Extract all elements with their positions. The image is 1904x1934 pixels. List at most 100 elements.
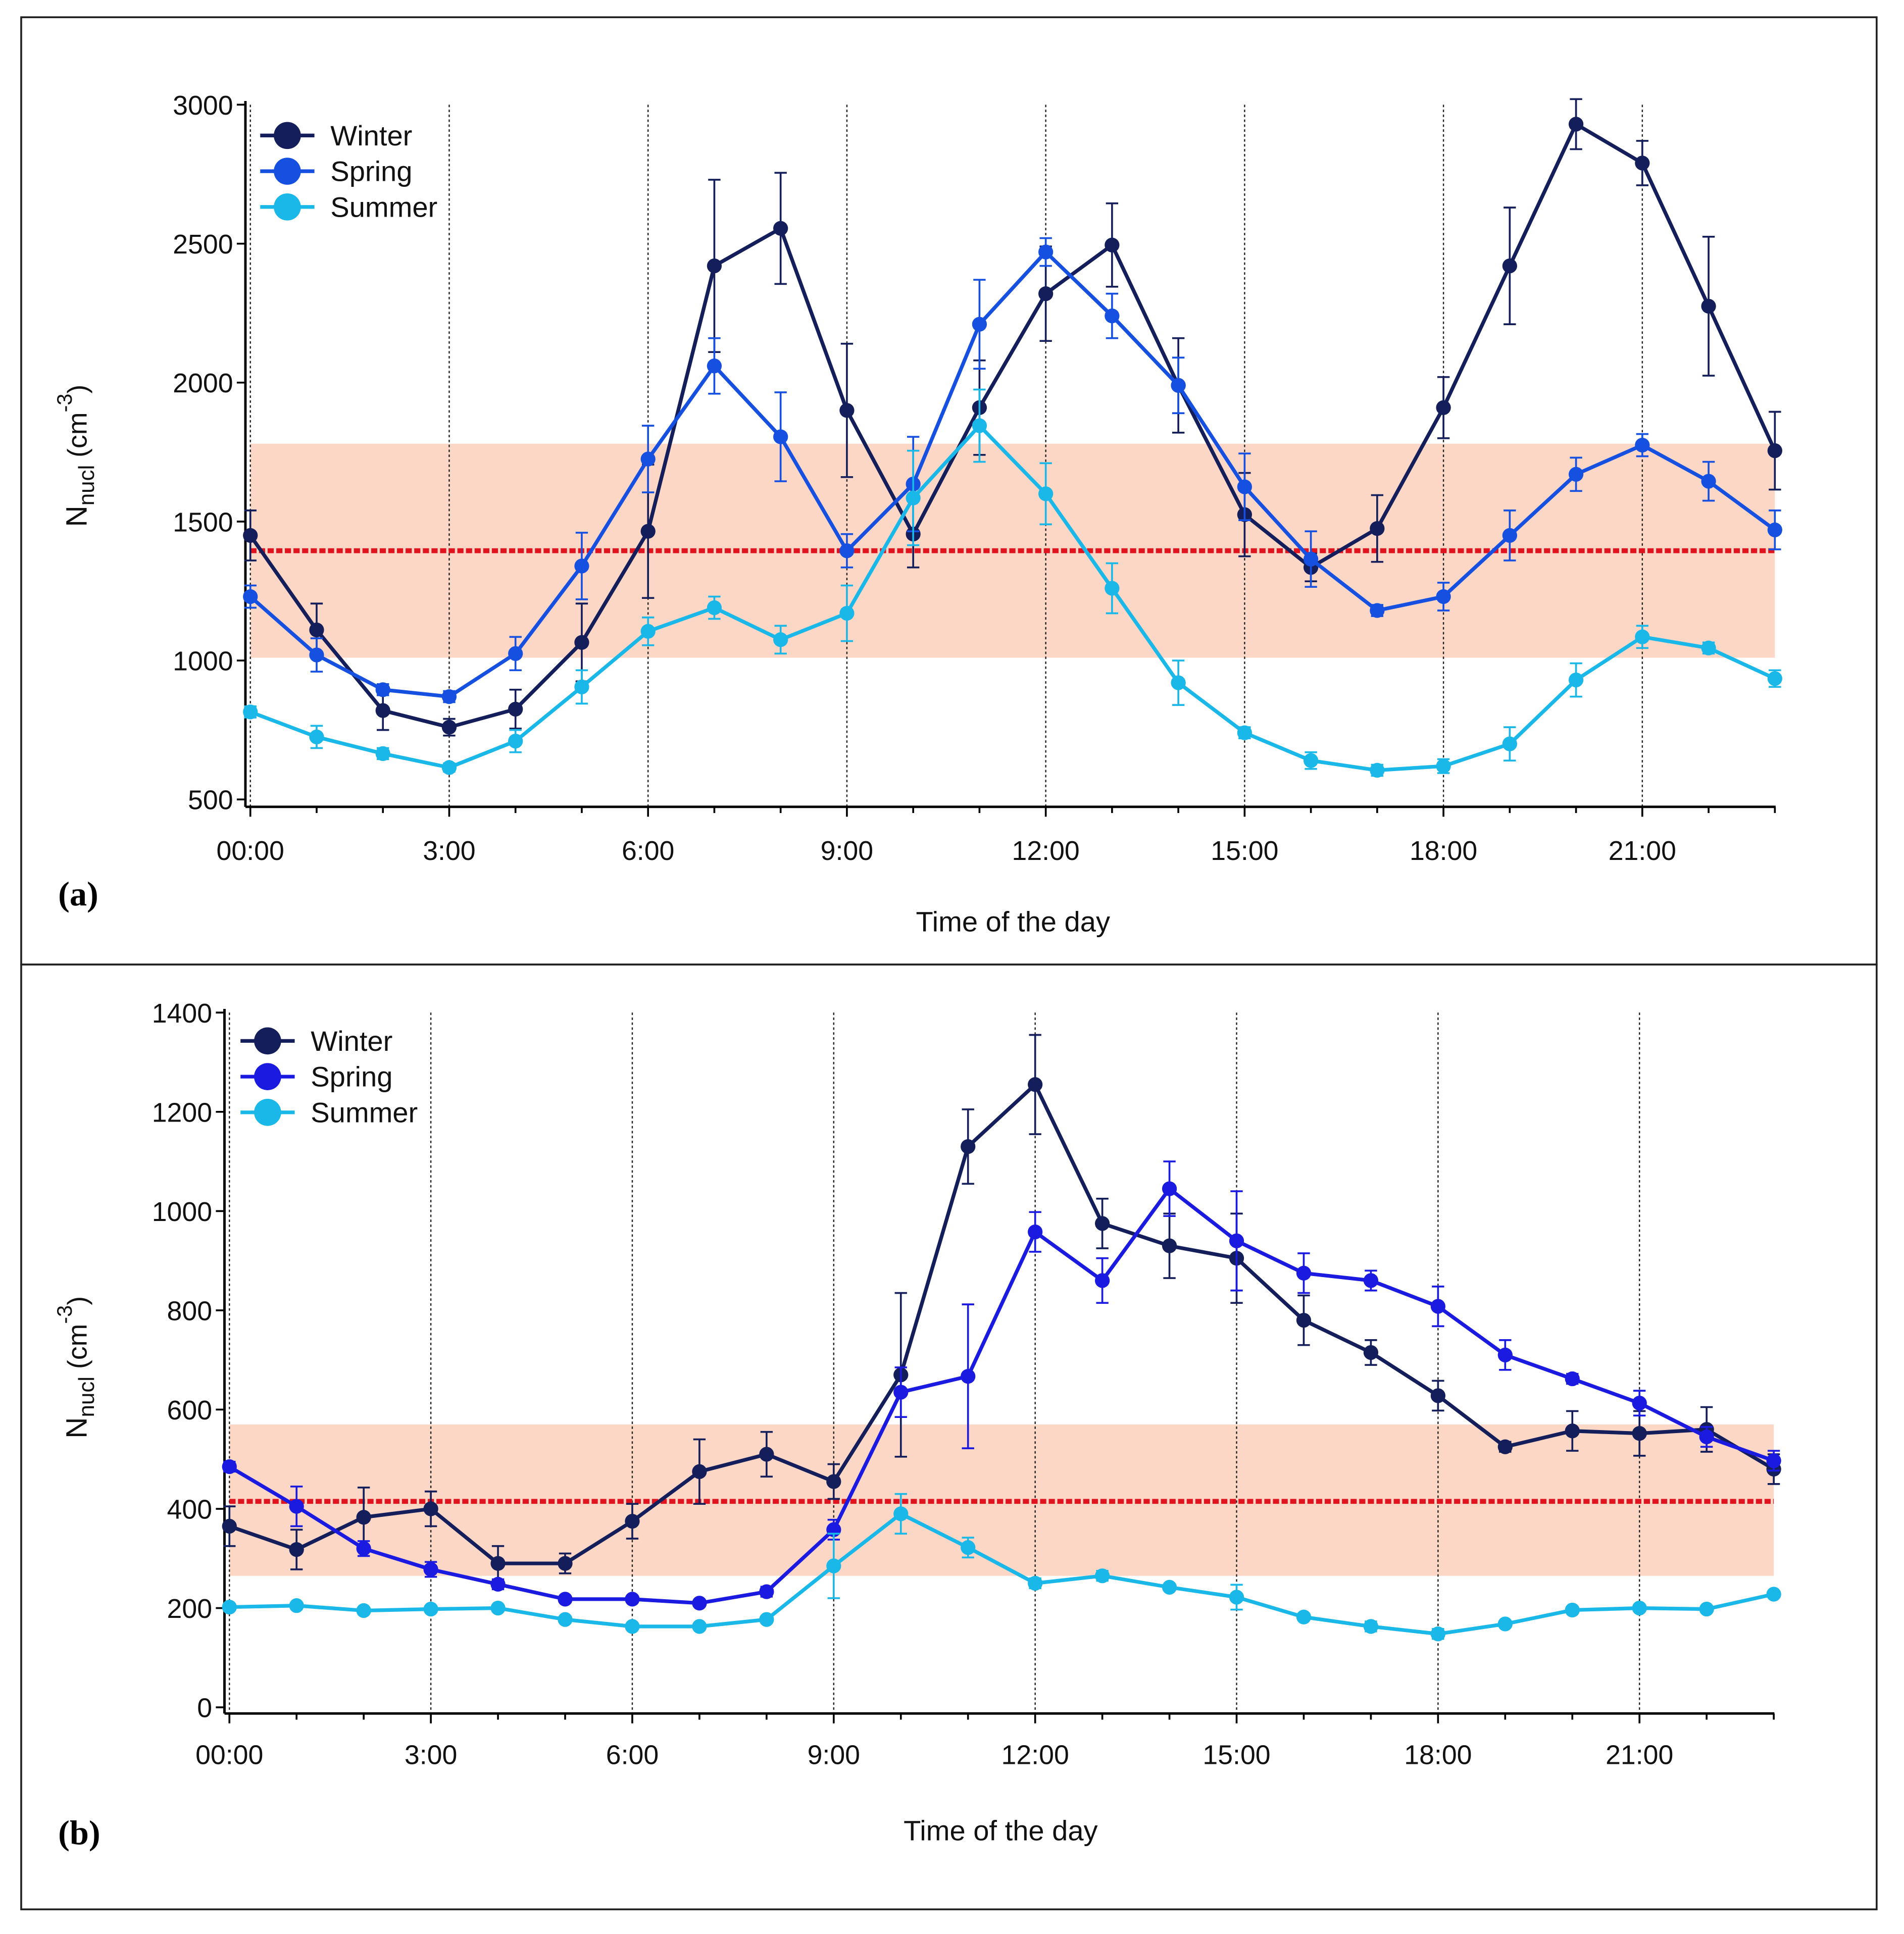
data-point	[1105, 237, 1120, 252]
y-axis-title: Nnucl (cm-3)	[53, 1296, 99, 1439]
legend-label: Summer	[311, 1096, 418, 1128]
x-axis-title: Time of the day	[904, 1815, 1098, 1847]
legend-marker	[254, 1099, 281, 1126]
data-point	[1699, 1429, 1714, 1445]
data-point	[1370, 603, 1385, 618]
data-point	[826, 1474, 841, 1489]
data-point	[1105, 308, 1120, 324]
panel-b-chart: 0 200 400 600 800 1000 1200 1400 00:00 3:00 6:00 9:…	[53, 998, 1781, 1852]
y-tick-label: 600	[167, 1395, 213, 1426]
data-point	[222, 1518, 237, 1534]
legend-label: Spring	[330, 156, 412, 187]
data-point	[1502, 736, 1517, 751]
data-point	[640, 451, 656, 467]
data-point	[640, 624, 656, 639]
legend-label: Winter	[330, 120, 412, 151]
data-point	[441, 760, 457, 775]
data-point	[375, 746, 390, 761]
data-point	[1565, 1602, 1580, 1618]
data-point	[1632, 1600, 1647, 1616]
legend-marker	[274, 122, 301, 149]
data-point	[1229, 1233, 1244, 1248]
series-summer	[243, 388, 1782, 778]
data-point	[961, 1139, 976, 1154]
data-point	[1497, 1616, 1513, 1632]
data-point	[1237, 479, 1252, 494]
data-point	[1237, 725, 1252, 740]
y-axis-title-part: (cm	[62, 412, 92, 465]
data-point	[289, 1542, 304, 1557]
data-point	[839, 403, 855, 418]
data-point	[1502, 528, 1517, 543]
legend-marker	[274, 193, 301, 221]
data-point	[1105, 581, 1120, 596]
y-axis-title-part: (cm	[62, 1324, 92, 1377]
x-tick-label: 21:00	[1609, 836, 1676, 866]
y-axis-title-part: nucl	[74, 1377, 99, 1417]
data-point	[1363, 1345, 1379, 1360]
data-point	[640, 524, 656, 539]
data-point	[1038, 486, 1054, 501]
data-point	[356, 1510, 371, 1525]
x-tick-label: 12:00	[1001, 1740, 1069, 1770]
data-point	[309, 647, 324, 663]
data-point	[826, 1558, 841, 1573]
data-point	[1094, 1273, 1110, 1288]
data-point	[1436, 400, 1451, 415]
data-point	[574, 558, 589, 574]
panel-label: (a)	[58, 875, 98, 913]
data-point	[1767, 443, 1782, 459]
data-point	[1229, 1590, 1244, 1605]
series-line	[228, 1186, 1775, 1605]
data-point	[1171, 675, 1186, 690]
series-line	[249, 423, 1776, 773]
y-tick-label: 1500	[173, 507, 233, 537]
data-point	[1767, 671, 1782, 686]
series-summer	[222, 1493, 1781, 1642]
y-tick-label: 500	[188, 785, 233, 816]
data-point	[1162, 1238, 1177, 1253]
data-point	[1635, 156, 1650, 171]
data-point	[1436, 758, 1451, 774]
data-point	[423, 1562, 438, 1577]
y-tick-label: 1400	[152, 998, 212, 1029]
data-point	[707, 600, 722, 616]
data-point	[961, 1368, 976, 1384]
data-point	[1632, 1396, 1647, 1411]
data-point	[1568, 117, 1584, 132]
data-point	[441, 689, 457, 704]
data-point	[1767, 522, 1782, 538]
data-point	[759, 1584, 774, 1599]
data-point	[961, 1540, 976, 1555]
y-tick-label: 0	[197, 1693, 212, 1723]
data-point	[759, 1447, 774, 1462]
data-point	[558, 1592, 573, 1607]
data-point	[625, 1619, 640, 1634]
data-point	[1028, 1077, 1043, 1092]
data-point	[773, 429, 788, 444]
data-point	[356, 1603, 371, 1618]
data-point	[1028, 1225, 1043, 1240]
data-point	[508, 646, 523, 661]
data-point	[289, 1499, 304, 1514]
data-point	[574, 635, 589, 650]
data-point	[1497, 1439, 1513, 1454]
data-point	[1370, 762, 1385, 778]
y-axis-title-part: -3	[53, 394, 76, 413]
data-point	[1436, 589, 1451, 604]
y-tick-label: 1200	[152, 1097, 212, 1128]
data-point	[222, 1599, 237, 1615]
data-point	[773, 221, 788, 236]
y-tick-label: 1000	[152, 1197, 212, 1227]
y-tick-label: 1000	[173, 646, 233, 677]
data-point	[1568, 467, 1584, 482]
data-point	[1038, 286, 1054, 301]
data-point	[1502, 258, 1517, 274]
x-tick-label: 6:00	[606, 1740, 659, 1770]
legend-label: Summer	[330, 191, 437, 223]
data-point	[707, 258, 722, 274]
data-point	[1363, 1273, 1379, 1288]
data-point	[1701, 474, 1716, 489]
data-point	[309, 622, 324, 638]
data-point	[1303, 551, 1319, 567]
